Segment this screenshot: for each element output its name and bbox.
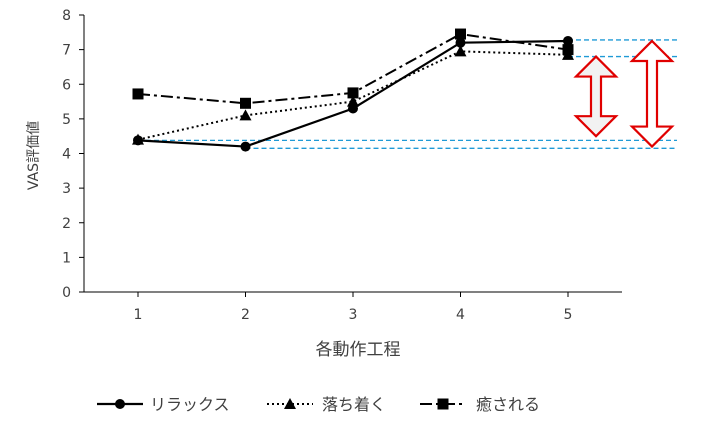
- data-point-series-3: [562, 44, 574, 56]
- data-point-series-3: [240, 97, 251, 109]
- data-point-series-2: [347, 95, 359, 107]
- data-point-series-2: [454, 45, 467, 57]
- data-point-series-2: [239, 109, 252, 121]
- legend-marker-series-3: [437, 398, 449, 410]
- double-arrow-annotation: [629, 39, 675, 149]
- legend-label: 癒される: [476, 395, 540, 414]
- y-tick-label: 6: [62, 77, 71, 93]
- data-point-series-3: [347, 87, 359, 99]
- y-tick-label: 7: [62, 43, 71, 59]
- y-tick-label: 1: [62, 250, 71, 266]
- legend-label: 落ち着く: [322, 395, 386, 414]
- data-point-series-2: [132, 133, 144, 145]
- x-tick-label: 1: [134, 307, 143, 323]
- x-tick-label: 4: [456, 307, 465, 323]
- y-tick-label: 8: [62, 8, 71, 24]
- data-point-series-3: [132, 88, 144, 100]
- double-arrow-annotation: [573, 54, 619, 138]
- y-axis-title: VAS評価値: [26, 121, 42, 190]
- y-tick-label: 2: [62, 216, 71, 232]
- data-point-series-3: [455, 28, 466, 40]
- x-tick-label: 3: [349, 307, 358, 323]
- legend-marker-series-1: [115, 399, 125, 409]
- legend-label: リラックス: [150, 395, 230, 414]
- x-tick-label: 5: [564, 307, 573, 323]
- x-axis-title: 各動作工程: [316, 340, 401, 360]
- y-tick-label: 0: [62, 285, 71, 301]
- legend-marker-series-2: [284, 398, 296, 409]
- x-tick-label: 2: [241, 307, 250, 323]
- data-point-series-1: [240, 141, 251, 152]
- data-point-series-1: [455, 37, 466, 48]
- y-tick-label: 4: [62, 147, 71, 163]
- y-tick-label: 3: [62, 181, 71, 197]
- data-point-series-1: [563, 35, 573, 46]
- y-tick-label: 5: [62, 112, 71, 128]
